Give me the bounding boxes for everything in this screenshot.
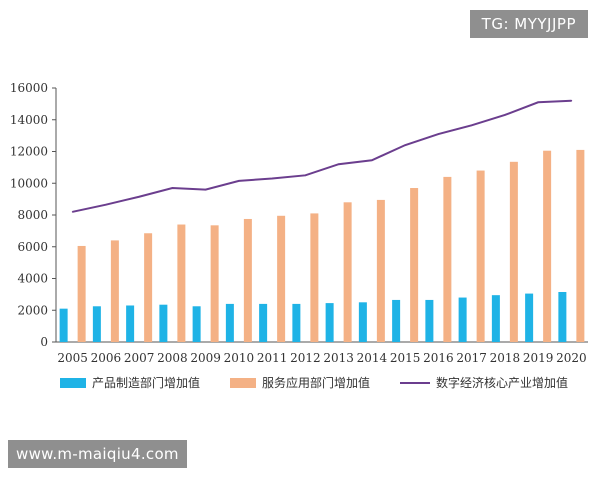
legend-item-services: 服务应用部门增加值: [230, 374, 370, 391]
bar-services: [410, 188, 419, 342]
x-tick-label: 2013: [323, 351, 354, 365]
bar-services: [110, 240, 119, 342]
line-point-core: [71, 211, 74, 213]
legend-label-core: 数字经济核心产业增加值: [436, 376, 569, 390]
legend-swatch-services: [230, 377, 257, 388]
bar-manufacturing: [159, 304, 168, 342]
y-tick-label: 10000: [10, 176, 48, 190]
x-tick-label: 2012: [290, 351, 321, 365]
watermark-bottom: www.m-maiqiu4.com: [8, 440, 187, 468]
legend-item-core: 数字经济核心产业增加值: [400, 374, 568, 391]
line-point-core: [504, 114, 506, 116]
x-tick-label: 2017: [456, 351, 487, 365]
x-axis: 2005 2006 2007 2008 2009 2010 2011 2012 2013 2014…: [56, 341, 588, 365]
bar-services: [177, 224, 186, 342]
x-tick-label: 2019: [523, 351, 554, 365]
y-tick-label: 4000: [17, 272, 48, 286]
legend-swatch-manufacturing: [60, 377, 86, 388]
bar-services: [376, 199, 385, 342]
y-tick-label: 8000: [17, 208, 48, 222]
y-tick-label: 0: [40, 335, 48, 349]
x-tick-label: 2018: [490, 351, 521, 365]
bar-manufacturing: [425, 299, 434, 342]
x-tick-label: 2015: [390, 351, 421, 365]
x-tick-label: 2009: [190, 351, 221, 365]
bar-manufacturing: [292, 303, 301, 342]
x-tick-label: 2020: [556, 351, 587, 365]
bar-manufacturing: [358, 302, 367, 342]
bar-services: [576, 149, 585, 342]
legend-label-services: 服务应用部门增加值: [262, 376, 371, 390]
y-axis: 0 2000 4000 6000 8000 10000 12000 14000 16000: [10, 81, 57, 349]
line-point-core: [337, 163, 340, 165]
legend-label-manufacturing: 产品制造部门增加值: [92, 376, 201, 390]
bar-manufacturing: [458, 297, 467, 342]
x-tick-label: 2005: [57, 351, 88, 365]
x-tick-label: 2016: [423, 351, 454, 365]
watermark-top: TG: MYYJJPP: [469, 10, 588, 38]
bar-manufacturing: [558, 291, 567, 342]
x-tick-label: 2006: [91, 351, 122, 365]
y-tick-label: 2000: [17, 303, 48, 317]
x-tick-label: 2010: [224, 351, 255, 365]
line-point-core: [404, 144, 406, 146]
y-tick-label: 14000: [10, 113, 48, 127]
line-point-core: [204, 188, 207, 191]
x-tick-label: 2014: [357, 351, 388, 365]
bar-manufacturing: [59, 308, 68, 342]
line-point-core: [138, 195, 140, 198]
bar-manufacturing: [525, 293, 534, 342]
bar-services: [77, 245, 86, 342]
bar-services: [343, 202, 352, 342]
bar-manufacturing: [491, 295, 500, 342]
legend-item-manufacturing: 产品制造部门增加值: [60, 374, 200, 391]
line-point-core: [437, 133, 440, 135]
bar-services: [509, 161, 518, 342]
bars: [59, 149, 585, 342]
line-point-core: [171, 187, 174, 189]
bar-manufacturing: [325, 303, 334, 342]
line-point-core: [304, 174, 307, 177]
y-tick-label: 12000: [10, 145, 48, 159]
bar-manufacturing: [259, 303, 268, 342]
bar-services: [243, 218, 252, 342]
bar-manufacturing: [192, 306, 201, 342]
line-core: [72, 99, 572, 213]
bar-services: [277, 215, 286, 342]
core-line: [71, 99, 573, 213]
legend-swatch-core: [400, 381, 431, 384]
line-point-core: [470, 124, 473, 127]
bar-services: [443, 176, 452, 342]
bar-services: [543, 150, 552, 342]
line-point-core: [570, 99, 573, 102]
bar-services: [144, 233, 153, 342]
bar-services: [210, 225, 219, 342]
line-point-core: [371, 159, 373, 162]
line-point-core: [537, 101, 539, 104]
line-point-core: [105, 203, 107, 206]
line-point-core: [238, 180, 240, 182]
line-point-core: [271, 177, 273, 180]
bar-manufacturing: [126, 305, 135, 342]
bar-manufacturing: [92, 306, 101, 342]
bar-manufacturing: [225, 303, 234, 342]
bar-services: [476, 170, 485, 342]
y-tick-label: 6000: [17, 240, 48, 254]
legend: 产品制造部门增加值 服务应用部门增加值 数字经济核心产业增加值: [60, 374, 568, 391]
bar-manufacturing: [392, 299, 401, 342]
x-tick-label: 2008: [157, 351, 188, 365]
x-tick-label: 2007: [124, 351, 155, 365]
x-tick-label: 2011: [257, 351, 288, 365]
bar-services: [310, 213, 319, 342]
y-tick-label: 16000: [10, 81, 48, 95]
